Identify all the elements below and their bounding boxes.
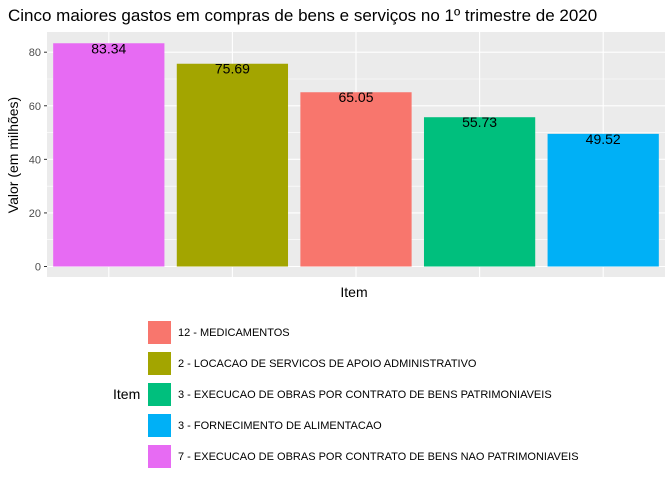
bar [53, 43, 165, 267]
bar [547, 133, 659, 267]
data-label: 65.05 [338, 89, 373, 105]
bar [300, 92, 412, 267]
y-axis: 0 20 40 60 80 [29, 47, 47, 274]
data-label: 83.34 [91, 40, 126, 56]
y-tick-label: 0 [35, 262, 41, 274]
legend-label: 3 - EXECUCAO DE OBRAS POR CONTRATO DE BE… [178, 389, 552, 401]
legend: 12 - MEDICAMENTOS 2 - LOCACAO DE SERVICOS… [148, 321, 579, 468]
legend-swatch [148, 383, 171, 406]
legend-swatch [148, 445, 171, 468]
data-label: 55.73 [462, 114, 497, 130]
bars [53, 43, 659, 267]
legend-label: 3 - FORNECIMENTO DE ALIMENTACAO [178, 420, 382, 432]
legend-swatch [148, 352, 171, 375]
legend-swatch [148, 414, 171, 437]
data-labels: 83.34 75.69 65.05 55.73 49.52 [91, 40, 621, 147]
y-tick-label: 60 [29, 101, 41, 113]
legend-label: 12 - MEDICAMENTOS [178, 327, 290, 339]
bar [176, 63, 289, 267]
y-axis-title: Valor (em milhões) [5, 97, 21, 213]
legend-swatch [148, 321, 171, 344]
chart-title: Cinco maiores gastos em compras de bens … [8, 6, 597, 25]
legend-title: Item [113, 386, 140, 402]
legend-label: 7 - EXECUCAO DE OBRAS POR CONTRATO DE BE… [178, 451, 579, 463]
y-tick-label: 20 [29, 208, 41, 220]
y-tick-label: 40 [29, 154, 41, 166]
x-axis-title: Item [340, 284, 367, 300]
bar [423, 117, 536, 267]
data-label: 75.69 [215, 61, 250, 77]
legend-label: 2 - LOCACAO DE SERVICOS DE APOIO ADMINIS… [178, 358, 477, 370]
data-label: 49.52 [586, 131, 621, 147]
y-tick-label: 80 [29, 47, 41, 59]
